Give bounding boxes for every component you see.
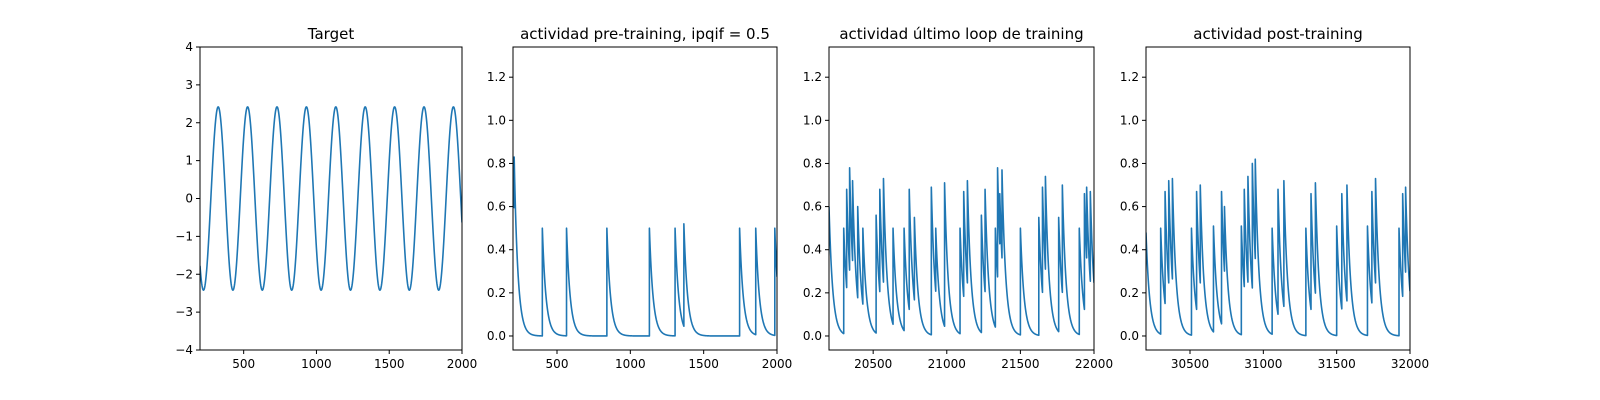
subplot-title: Target — [307, 25, 355, 43]
x-tick-label: 2000 — [447, 357, 478, 371]
y-tick-label: 1.2 — [803, 70, 822, 84]
x-tick-label: 500 — [546, 357, 569, 371]
y-tick-label: 0.4 — [803, 243, 822, 257]
y-tick-label: 0.4 — [487, 243, 506, 257]
subplot-title: actividad post-training — [1193, 25, 1362, 43]
y-tick-label: 4 — [185, 40, 193, 54]
x-tick-label: 1500 — [688, 357, 719, 371]
y-tick-label: 2 — [185, 116, 193, 130]
y-tick-label: 0.8 — [1120, 156, 1139, 170]
x-tick-label: 2000 — [762, 357, 793, 371]
axes-frame — [199, 46, 463, 351]
y-tick-label: −2 — [175, 267, 193, 281]
series-line-0 — [829, 166, 1094, 337]
x-tick-label: 32000 — [1391, 357, 1429, 371]
y-tick-label: 0.6 — [803, 200, 822, 214]
y-tick-label: 0.2 — [487, 286, 506, 300]
series-line-0 — [200, 106, 462, 291]
y-tick-label: 0.4 — [1120, 243, 1139, 257]
subplot-target: −4 −3 −2 −1 0 1 2 3 4 500 1000 1500 2000 Target — [175, 25, 477, 371]
y-tick-label: 0.6 — [1120, 200, 1139, 214]
x-tick-label: 31000 — [1244, 357, 1282, 371]
y-tick-label: −4 — [175, 343, 193, 357]
subplot-title: actividad último loop de training — [839, 25, 1083, 43]
y-tick-label: 0.0 — [487, 329, 506, 343]
series-line-0 — [1146, 158, 1410, 337]
x-tick-label: 20500 — [854, 357, 892, 371]
y-tick-label: 0.2 — [1120, 286, 1139, 300]
x-tick-label: 500 — [232, 357, 255, 371]
y-tick-label: 1.0 — [487, 113, 506, 127]
y-tick-label: 1.2 — [1120, 70, 1139, 84]
y-tick-label: 1.0 — [803, 113, 822, 127]
subplot-post-training: 0.0 0.2 0.4 0.6 0.8 1.0 1.2 30500 31000 31500 3200… — [1120, 25, 1429, 371]
x-tick-label: 30500 — [1171, 357, 1209, 371]
y-tick-label: 0.8 — [803, 156, 822, 170]
y-tick-label: 1.2 — [487, 70, 506, 84]
y-tick-label: 0.0 — [1120, 329, 1139, 343]
axes-frame — [828, 46, 1095, 351]
y-tick-label: −3 — [175, 305, 193, 319]
series-line-0 — [513, 156, 777, 337]
axes-frame — [1145, 46, 1411, 351]
y-tick-label: 0.6 — [487, 200, 506, 214]
x-tick-label: 1500 — [374, 357, 405, 371]
x-tick-label: 22000 — [1075, 357, 1113, 371]
axes-frame — [512, 46, 778, 351]
y-tick-label: 0.2 — [803, 286, 822, 300]
x-tick-label: 21000 — [928, 357, 966, 371]
x-tick-label: 31500 — [1318, 357, 1356, 371]
subplot-last-loop: 0.0 0.2 0.4 0.6 0.8 1.0 1.2 20500 21000 21500 2200… — [803, 25, 1113, 371]
y-tick-label: −1 — [175, 229, 193, 243]
subplot-title: actividad pre-training, ipqif = 0.5 — [520, 25, 770, 43]
y-tick-label: 0.0 — [803, 329, 822, 343]
y-tick-label: 1.0 — [1120, 113, 1139, 127]
y-tick-label: 0.8 — [487, 156, 506, 170]
x-tick-label: 1000 — [615, 357, 646, 371]
x-tick-label: 1000 — [301, 357, 332, 371]
y-tick-label: 1 — [185, 154, 193, 168]
y-tick-label: 3 — [185, 78, 193, 92]
subplot-pre-training: 0.0 0.2 0.4 0.6 0.8 1.0 1.2 500 1000 1500 2000 acti… — [487, 25, 792, 371]
x-tick-label: 21500 — [1001, 357, 1039, 371]
y-tick-label: 0 — [185, 192, 193, 206]
